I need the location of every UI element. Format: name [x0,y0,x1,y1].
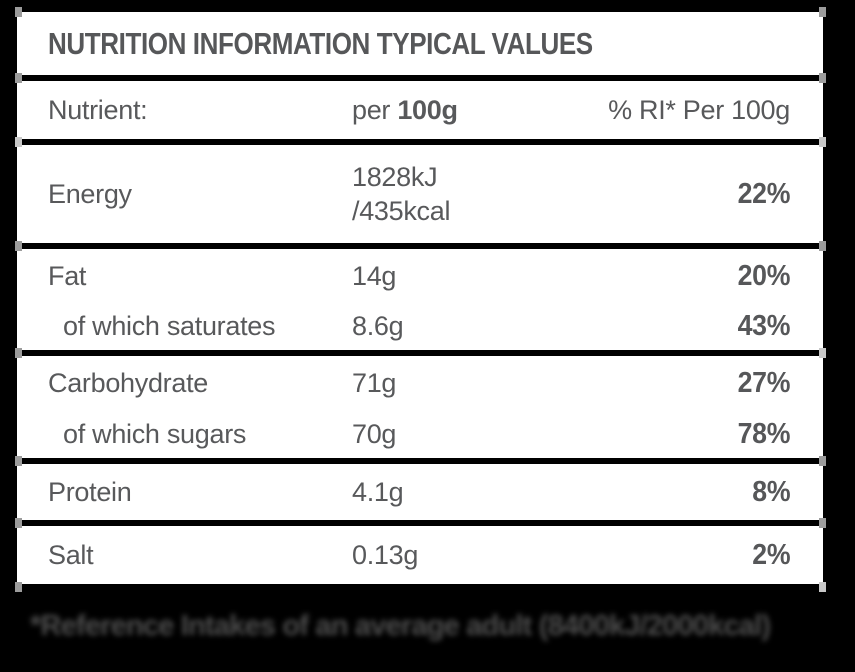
row-protein: Protein 4.1g 8% [17,464,823,526]
table-title: NUTRITION INFORMATION TYPICAL VALUES [48,25,593,61]
nutrient-name: Protein [48,476,132,507]
nutrient-value: 8.6g [352,311,404,341]
line-cap [15,241,22,251]
line-cap [15,348,22,358]
column-header-row: Nutrient: per 100g % RI* Per 100g [17,81,823,145]
line-cap [819,348,826,358]
group-carbohydrate: Carbohydrate 71g 27% of which sugars 70g… [17,356,823,464]
nutrient-value: 14g [352,260,397,291]
column-header-per-100g: per 100g [352,95,608,126]
energy-kcal: /435kcal [352,196,451,226]
line-cap [15,7,22,17]
nutrient-name: Fat [48,260,87,291]
column-header-nutrient: Nutrient: [48,94,148,125]
row-sugars: of which sugars 70g 78% [17,410,823,458]
nutrient-value: 71g [352,367,397,398]
nutrient-name: Carbohydrate [48,367,208,398]
nutrient-name: Energy [48,178,132,209]
line-cap [15,582,22,592]
nutrient-name: of which sugars [63,418,247,449]
group-fat: Fat 14g 20% of which saturates 8.6g 43% [17,249,823,356]
line-cap [819,7,826,17]
nutrient-ri: 20% [737,259,790,292]
line-cap [15,518,22,528]
nutrient-value: 4.1g [352,476,404,507]
per-label: per [352,94,398,125]
row-saturates: of which saturates 8.6g 43% [17,303,823,350]
row-fat: Fat 14g 20% [17,249,823,303]
column-header-ri: % RI* Per 100g [608,94,790,125]
nutrient-value: 0.13g [352,539,419,570]
nutrient-ri: 43% [737,310,790,342]
line-cap [819,137,826,147]
line-cap [15,137,22,147]
line-cap [819,456,826,466]
nutrient-ri: 78% [737,417,790,450]
line-cap [819,241,826,251]
reference-intake-footnote: *Reference Intakes of an average adult (… [30,610,771,642]
nutrient-ri: 22% [737,177,790,210]
table-title-row: NUTRITION INFORMATION TYPICAL VALUES [17,12,823,81]
row-salt: Salt 0.13g 2% [17,526,823,590]
line-cap [819,582,826,592]
line-cap [15,456,22,466]
line-cap [819,518,826,528]
line-cap [15,73,22,83]
energy-kj: 1828kJ [352,162,438,192]
nutrient-name: Salt [48,539,94,570]
per-amount: 100g [397,94,458,125]
line-cap [819,73,826,83]
row-energy: Energy 1828kJ /435kcal 22% [17,145,823,249]
nutrition-table: NUTRITION INFORMATION TYPICAL VALUES Nut… [15,7,826,592]
nutrient-value: 1828kJ /435kcal [352,160,733,228]
nutrient-ri: 8% [751,475,790,508]
nutrient-ri: 2% [751,538,790,571]
nutrient-ri: 27% [737,366,790,399]
row-carbohydrate: Carbohydrate 71g 27% [17,356,823,410]
nutrient-value: 70g [352,418,397,449]
nutrient-name: of which saturates [63,311,276,341]
